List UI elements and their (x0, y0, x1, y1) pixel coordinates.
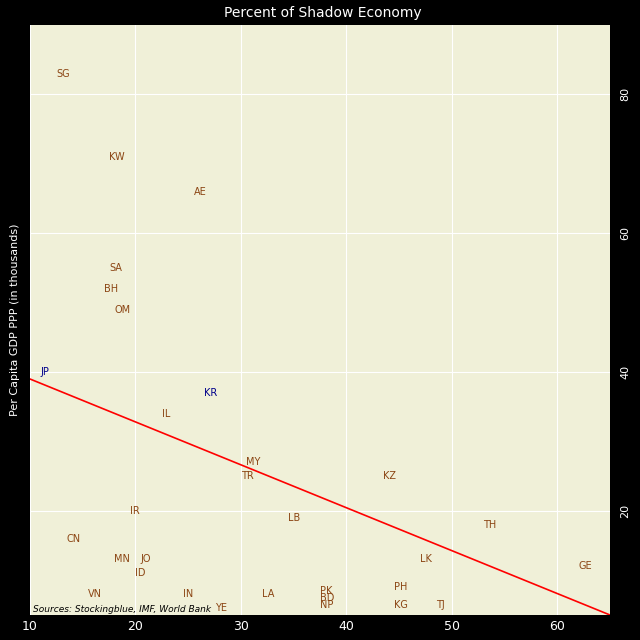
Text: KG: KG (394, 600, 408, 609)
Text: TJ: TJ (436, 600, 445, 609)
Text: MN: MN (115, 554, 130, 564)
Text: LK: LK (420, 554, 432, 564)
Text: AE: AE (193, 187, 206, 196)
Text: JP: JP (40, 367, 49, 377)
Text: OM: OM (115, 305, 131, 315)
Text: TR: TR (241, 471, 253, 481)
Text: TH: TH (483, 520, 497, 530)
Text: IL: IL (162, 409, 170, 419)
Text: 30: 30 (233, 620, 249, 633)
Text: IR: IR (130, 506, 140, 516)
Text: 20: 20 (620, 504, 630, 518)
Text: SA: SA (109, 263, 122, 273)
Text: PK: PK (320, 586, 332, 596)
Text: 80: 80 (620, 87, 630, 102)
Text: CN: CN (67, 534, 81, 543)
Text: LB: LB (289, 513, 301, 523)
Text: Per Capita GDP PPP (in thousands): Per Capita GDP PPP (in thousands) (10, 224, 20, 416)
Text: NP: NP (320, 600, 333, 609)
Text: SG: SG (56, 68, 70, 79)
Text: KR: KR (204, 388, 217, 398)
Text: 40: 40 (620, 365, 630, 379)
Text: Percent of Shadow Economy: Percent of Shadow Economy (224, 6, 421, 19)
Text: GE: GE (579, 561, 592, 572)
Text: 40: 40 (339, 620, 355, 633)
Text: BH: BH (104, 284, 118, 294)
Text: 10: 10 (22, 620, 38, 633)
Text: IN: IN (183, 589, 193, 599)
Text: 60: 60 (620, 226, 630, 240)
Text: ID: ID (136, 568, 146, 579)
Text: BD: BD (320, 593, 334, 603)
Text: LA: LA (262, 589, 275, 599)
Text: YE: YE (214, 603, 227, 613)
Text: PH: PH (394, 582, 407, 592)
Text: 20: 20 (127, 620, 143, 633)
Text: Sources: Stockingblue, IMF, World Bank: Sources: Stockingblue, IMF, World Bank (33, 605, 211, 614)
Text: 60: 60 (549, 620, 565, 633)
Text: KZ: KZ (383, 471, 396, 481)
Text: KW: KW (109, 152, 125, 162)
Text: VN: VN (88, 589, 102, 599)
Text: MY: MY (246, 458, 260, 467)
Text: JO: JO (141, 554, 151, 564)
Text: 50: 50 (444, 620, 460, 633)
